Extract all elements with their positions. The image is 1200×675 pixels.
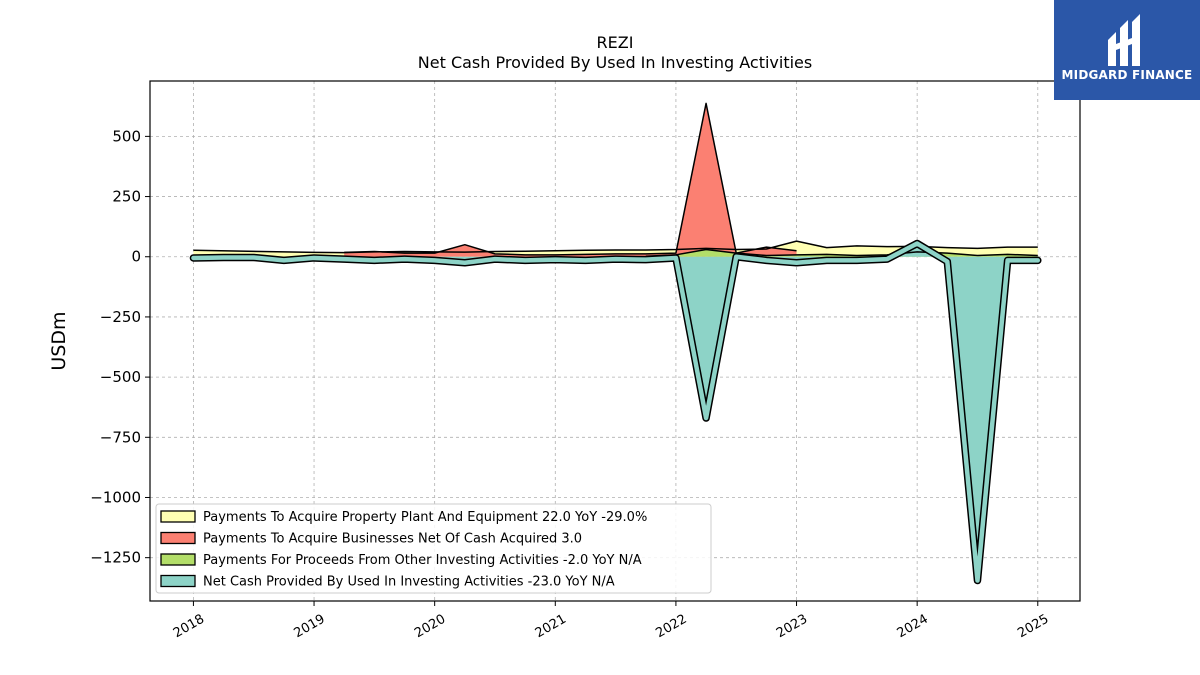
x-tick-label: 2021 [533,612,569,642]
legend-label-4: Net Cash Provided By Used In Investing A… [203,575,615,590]
y-tick-label: 250 [112,188,141,206]
legend-swatch-2 [160,531,196,545]
y-tick-label: −500 [100,368,141,386]
legend-swatch-4 [160,574,196,588]
plot-area [189,102,1042,585]
legend-label-1: Payments To Acquire Property Plant And E… [203,510,647,525]
y-tick-label: 0 [131,248,141,266]
series-line-2 [344,102,797,256]
y-tick-label: −750 [100,428,141,446]
y-axis: 500 250 0 −250 −500 −750 −1000 −1250 [90,127,150,567]
series-line-4 [191,241,1041,583]
legend-swatch-3 [160,553,196,566]
series-area-2 [344,103,797,257]
midgard-finance-logo: MIDGARD FINANCE [1054,0,1200,100]
x-tick-label: 2022 [653,612,689,642]
x-tick-label: 2019 [292,612,328,642]
logo-mark-icon [1108,14,1140,66]
y-tick-label: −250 [100,308,141,326]
chart-title: REZI [597,33,634,52]
x-tick-label: 2024 [895,612,931,642]
x-tick-label: 2025 [1015,612,1051,642]
x-axis: 2018 2019 2020 2021 2022 2023 2024 2025 [171,601,1051,642]
chart-subtitle: Net Cash Provided By Used In Investing A… [418,53,812,72]
legend-box [155,503,712,594]
series-area-4 [193,243,1038,581]
legend-label-2: Payments To Acquire Businesses Net Of Ca… [203,532,582,547]
legend: Payments To Acquire Property Plant And E… [155,503,712,594]
plot-frame [149,80,1081,602]
series-line-3 [645,248,1038,258]
logo-text: MIDGARD FINANCE [1061,68,1193,82]
y-axis-label: USDm [48,311,70,370]
legend-label-3: Payments For Proceeds From Other Investi… [203,553,642,568]
y-tick-label: −1250 [90,549,141,567]
x-tick-label: 2018 [171,612,207,642]
y-tick-label: 500 [112,127,141,145]
x-tick-label: 2023 [774,612,810,642]
legend-swatch-1 [160,510,196,523]
x-tick-label: 2020 [412,612,448,642]
y-tick-label: −1000 [90,488,141,506]
